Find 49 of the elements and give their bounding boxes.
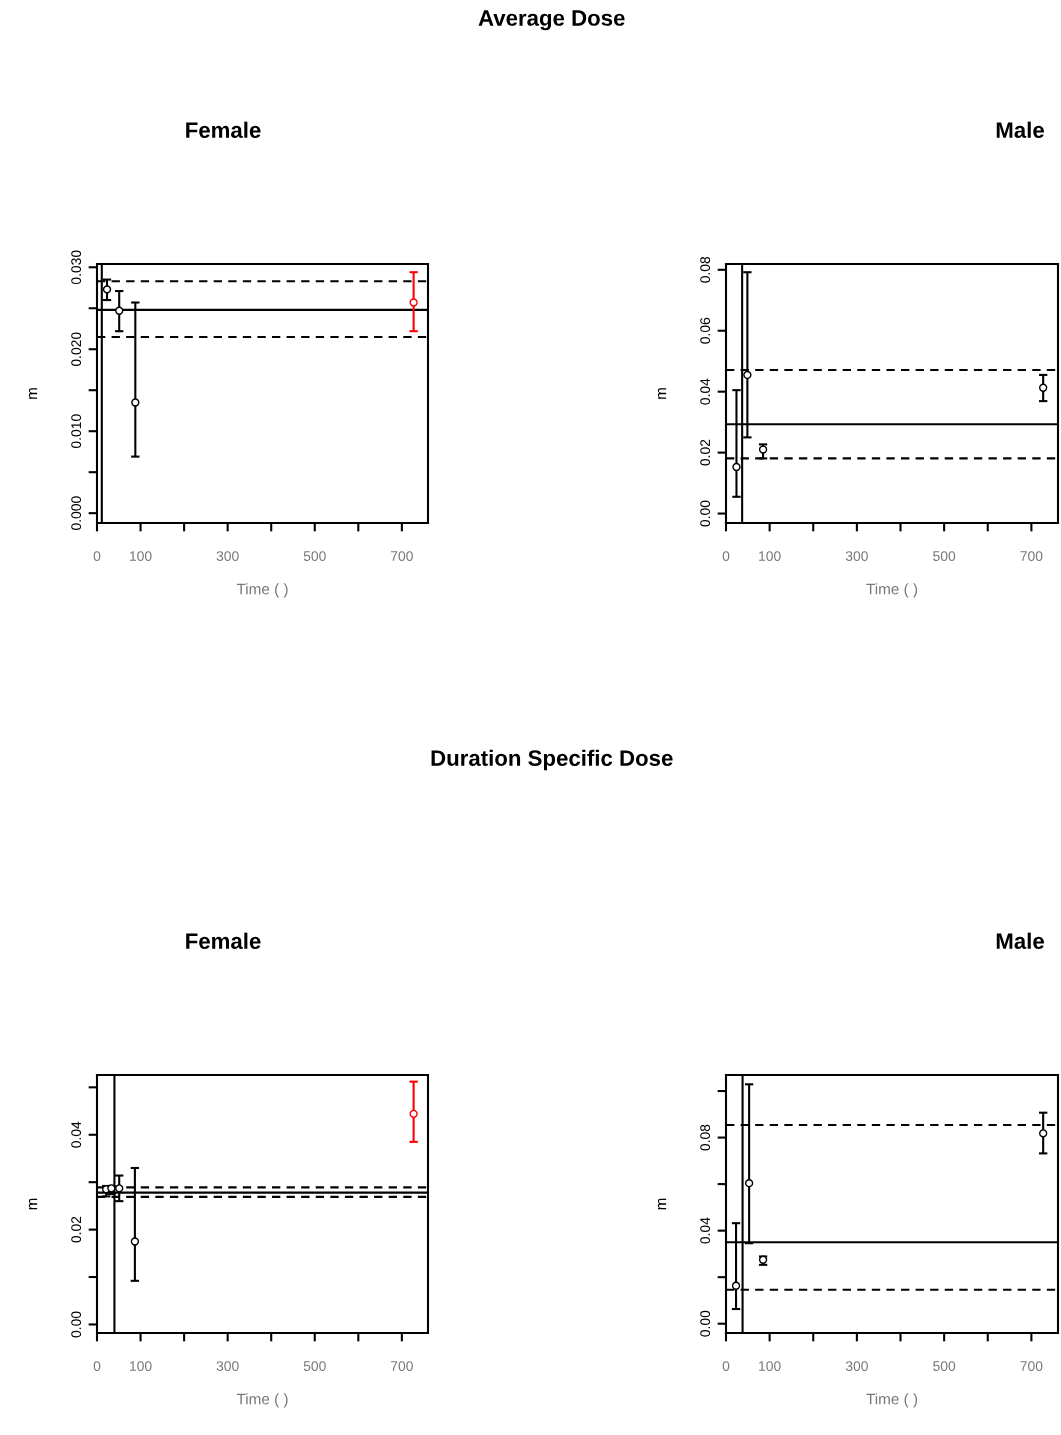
x-tick-label: 500	[303, 551, 326, 561]
y-tick-label: 0.020	[71, 332, 82, 367]
x-tick-label: 300	[216, 551, 239, 561]
x-tick-label: 300	[216, 1361, 239, 1371]
y-axis-title: m	[657, 388, 667, 399]
y-tick-label: 0.000	[71, 496, 82, 530]
x-tick-label: 100	[759, 1361, 781, 1371]
y-tick-label: 0.02	[71, 1216, 82, 1243]
chart-title: Female	[186, 932, 261, 949]
x-tick-label: 500	[303, 1361, 326, 1371]
x-tick-label: 0	[93, 1361, 101, 1371]
x-tick-label: 700	[390, 551, 413, 561]
y-tick-label: 0.08	[700, 1124, 711, 1151]
x-tick-label: 100	[130, 551, 152, 561]
chart-title: Male	[996, 932, 1044, 949]
x-tick-label: 700	[1020, 551, 1043, 561]
x-tick-label: 100	[759, 551, 781, 561]
x-tick-label: 0	[722, 551, 730, 561]
x-tick-label: 700	[390, 1361, 413, 1371]
y-tick-label: 0.00	[71, 1311, 82, 1338]
x-axis-title: Time ( )	[236, 1393, 288, 1408]
x-axis-title: Time ( )	[236, 583, 288, 598]
y-tick-label: 0.010	[71, 414, 82, 449]
x-axis-title: Time ( )	[866, 1393, 918, 1408]
x-axis-title: Time ( )	[866, 583, 918, 598]
y-tick-label: 0.02	[700, 439, 711, 466]
x-tick-label: 0	[722, 1361, 730, 1371]
y-axis-title: m	[28, 388, 38, 399]
x-tick-label: 500	[933, 1361, 956, 1371]
y-axis-title: m	[28, 1198, 38, 1210]
chart-title: Female	[186, 121, 261, 138]
x-tick-label: 300	[845, 551, 868, 561]
text: Average Dose	[478, 10, 625, 31]
x-tick-label: 100	[130, 1361, 152, 1371]
y-axis-title: m	[657, 1198, 667, 1210]
y-tick-label: 0.030	[71, 250, 82, 285]
y-tick-label: 0.04	[71, 1121, 82, 1148]
x-tick-label: 0	[93, 551, 101, 561]
text: Duration Specific Dose	[431, 749, 673, 771]
y-tick-label: 0.00	[700, 1310, 711, 1337]
x-tick-label: 300	[845, 1361, 868, 1371]
x-tick-label: 500	[933, 551, 956, 561]
y-tick-label: 0.04	[700, 1217, 711, 1244]
chart-title: Male	[996, 121, 1044, 138]
y-tick-label: 0.00	[700, 500, 711, 527]
y-tick-label: 0.08	[700, 256, 711, 283]
y-tick-label: 0.06	[700, 317, 711, 344]
x-tick-label: 700	[1020, 1361, 1043, 1371]
y-tick-label: 0.04	[700, 378, 711, 405]
